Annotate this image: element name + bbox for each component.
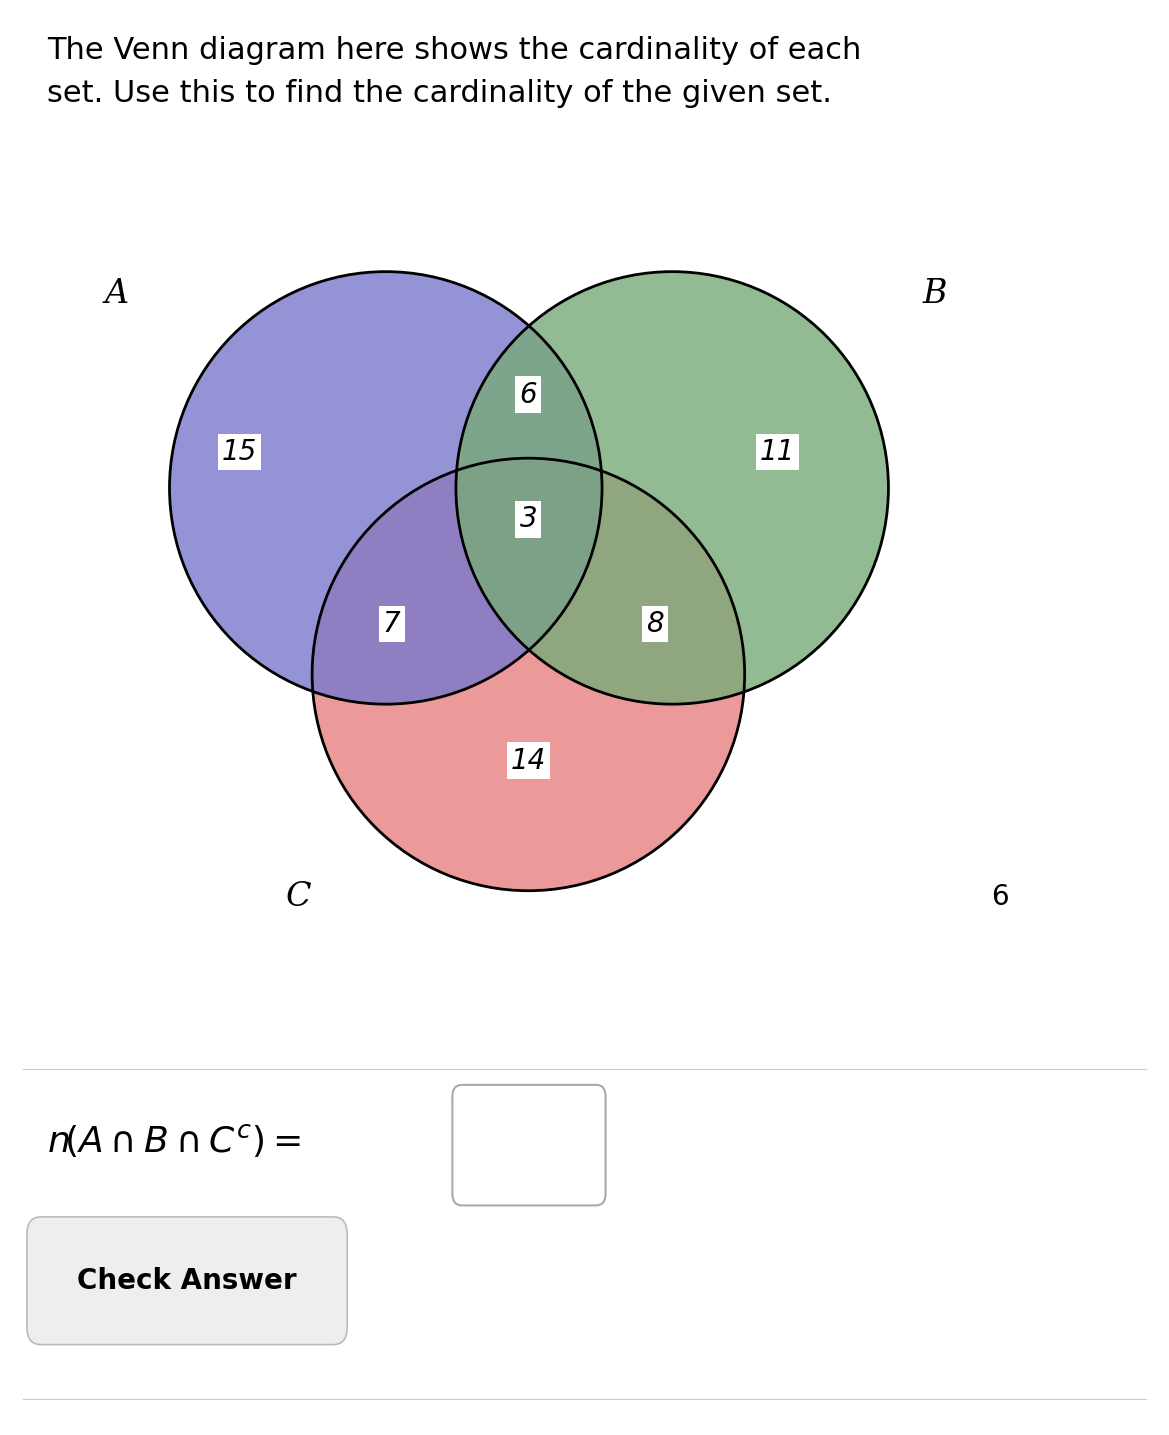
Text: 15: 15 (222, 438, 257, 466)
Text: Check Answer: Check Answer (77, 1267, 297, 1294)
Text: 6: 6 (519, 380, 538, 409)
Text: 3: 3 (519, 505, 538, 534)
Text: 8: 8 (645, 610, 664, 639)
Text: 6: 6 (990, 883, 1009, 911)
Text: The Venn diagram here shows the cardinality of each: The Venn diagram here shows the cardinal… (47, 36, 862, 65)
Text: C: C (285, 881, 311, 913)
Text: set. Use this to find the cardinality of the given set.: set. Use this to find the cardinality of… (47, 79, 831, 108)
Text: 11: 11 (760, 438, 795, 466)
Ellipse shape (170, 271, 602, 705)
FancyBboxPatch shape (452, 1085, 606, 1205)
Text: A: A (105, 278, 129, 310)
Text: $n\!\left(A\cap B\cap C^{c}\right)=$: $n\!\left(A\cap B\cap C^{c}\right)=$ (47, 1122, 300, 1159)
Ellipse shape (456, 271, 888, 705)
Text: 14: 14 (511, 746, 546, 775)
Text: B: B (924, 278, 947, 310)
FancyBboxPatch shape (27, 1217, 347, 1345)
Text: 7: 7 (382, 610, 401, 639)
Ellipse shape (312, 458, 745, 891)
